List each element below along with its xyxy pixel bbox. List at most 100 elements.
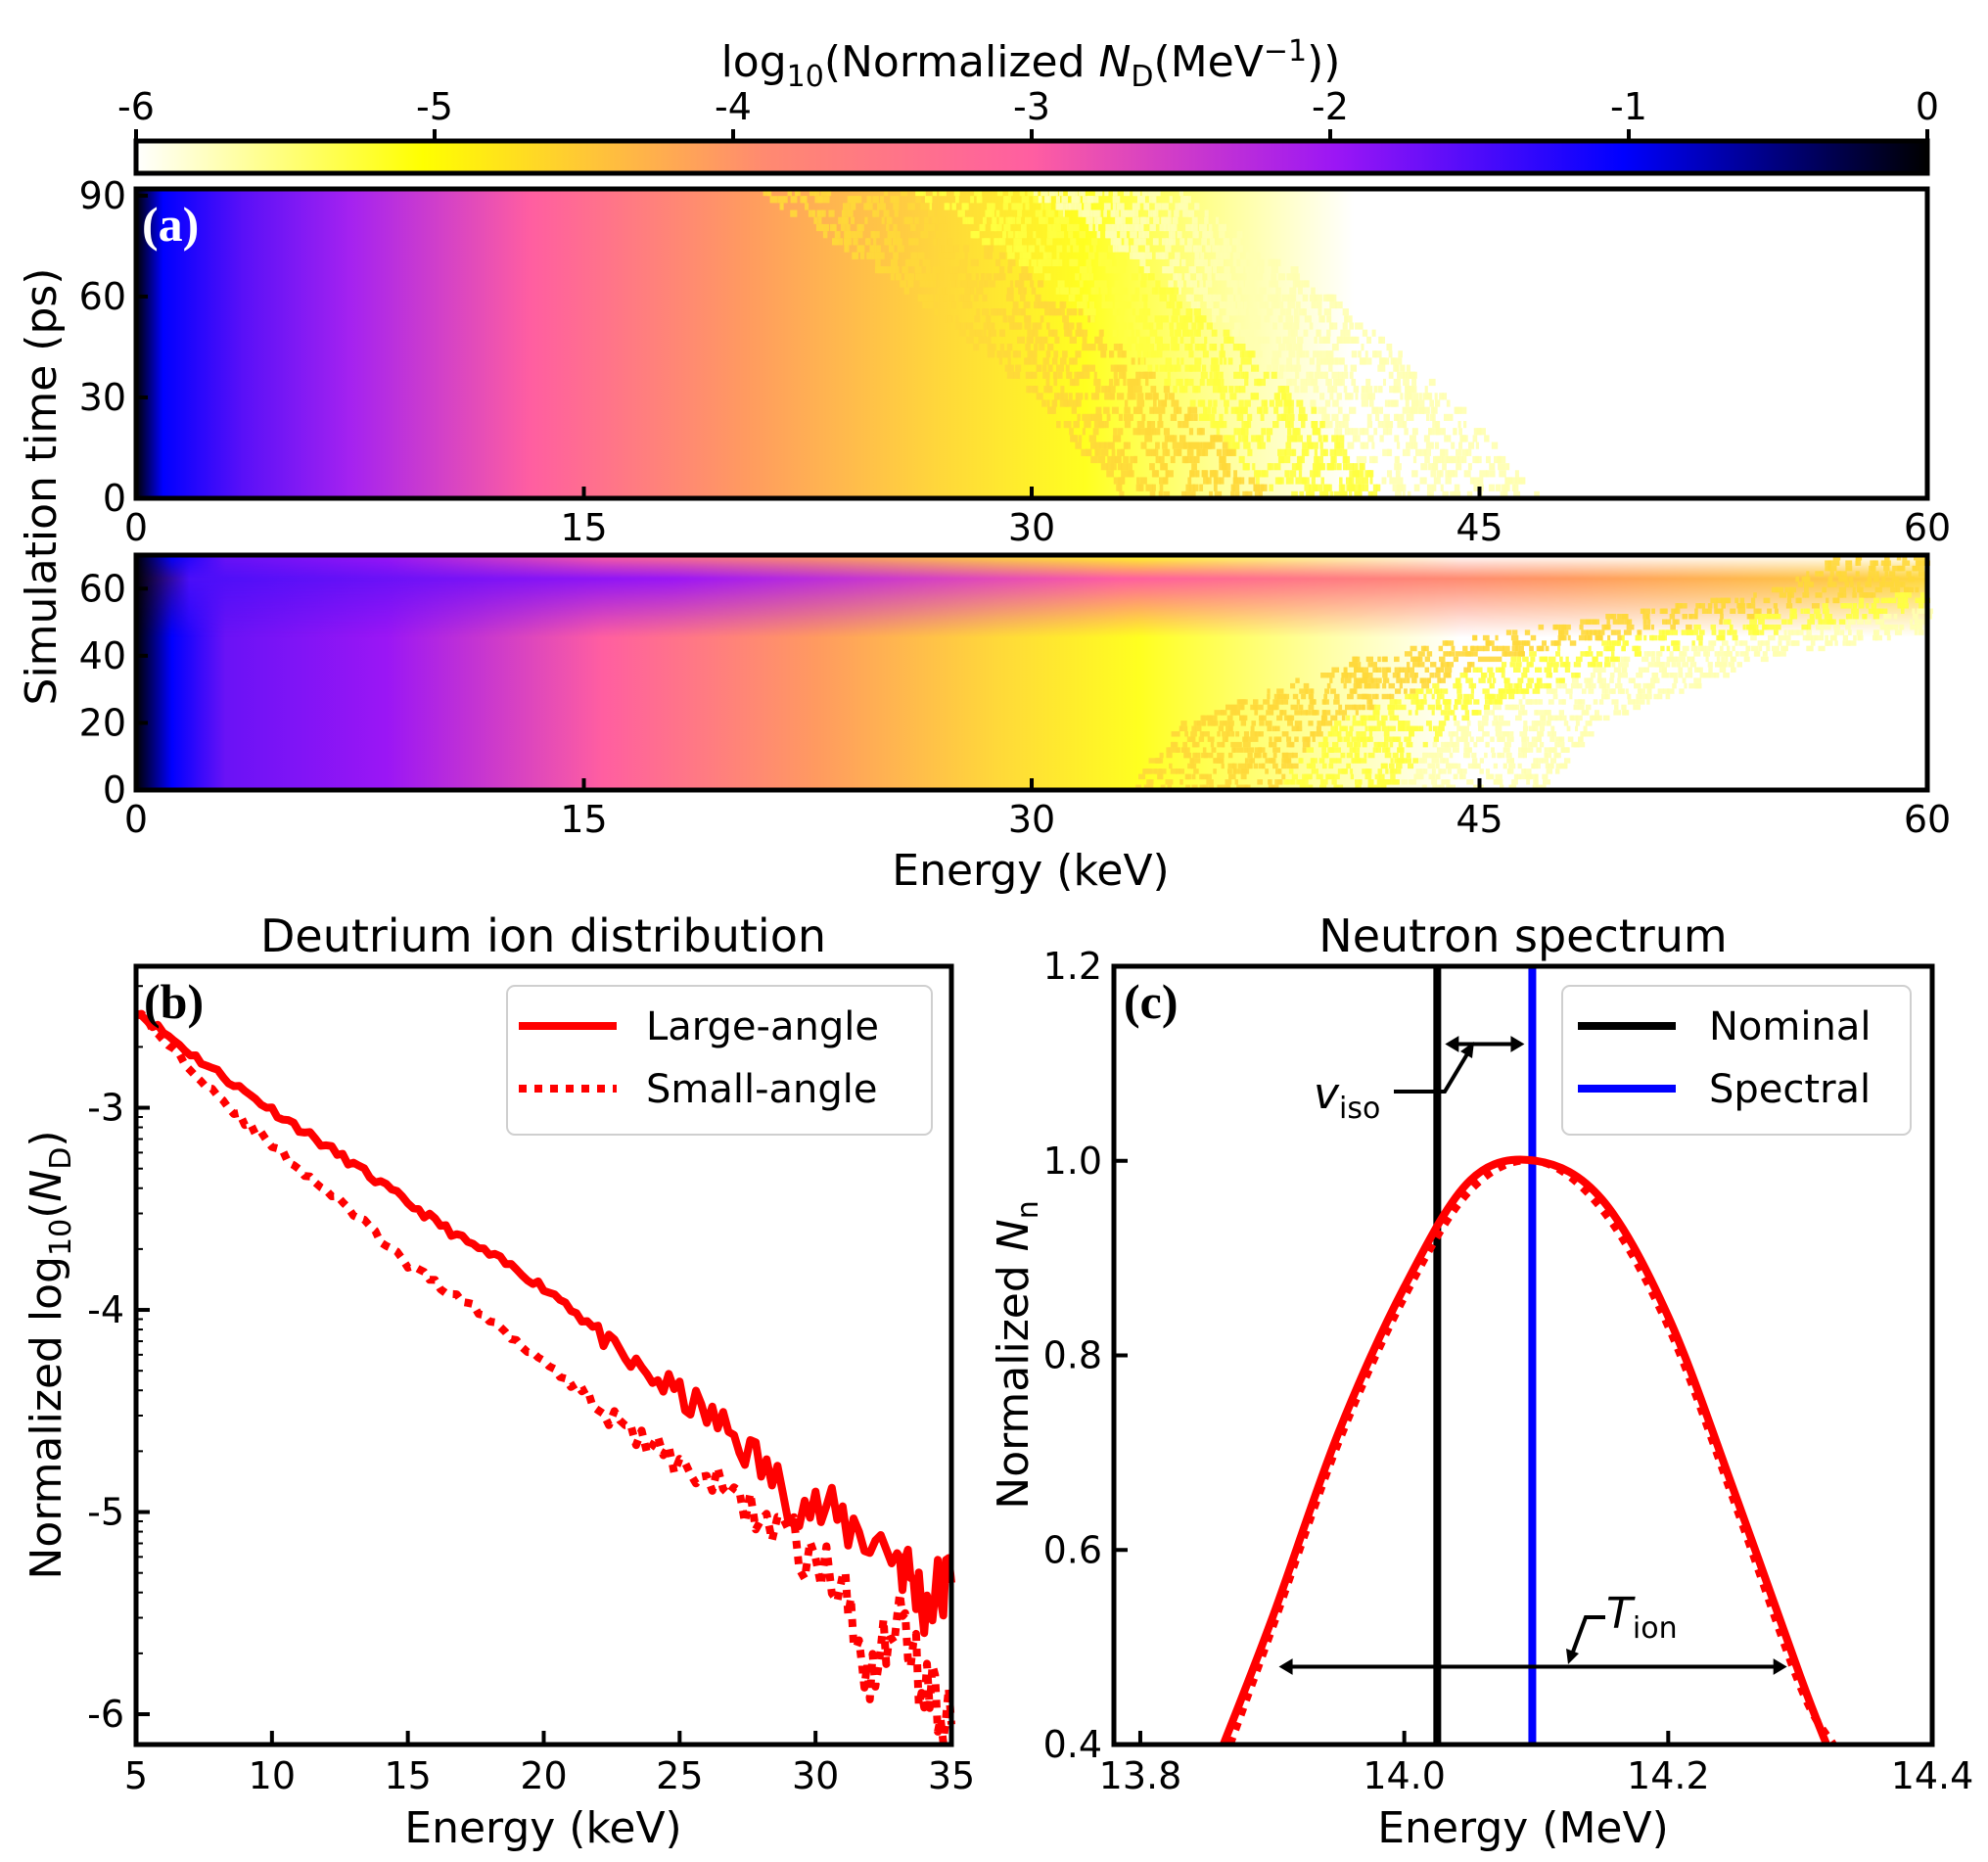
heatmap-speckle-cell: [1138, 238, 1146, 246]
heatmap-speckle-cell: [1546, 673, 1552, 678]
heatmap-speckle-cell: [1035, 336, 1042, 344]
heatmap-speckle-cell: [940, 252, 948, 259]
heatmap-speckle-cell: [1828, 582, 1837, 587]
heatmap-speckle-cell: [1717, 662, 1723, 668]
heatmap-speckle-cell: [1418, 773, 1424, 780]
heatmap-speckle-cell: [1872, 614, 1880, 620]
heatmap-speckle-cell: [1445, 470, 1450, 478]
heatmap-speckle-cell: [1441, 662, 1450, 668]
heatmap-speckle-cell: [1194, 231, 1199, 239]
heatmap-speckle-cell: [1002, 203, 1008, 210]
heatmap-speckle-cell: [1243, 747, 1248, 753]
heatmap-speckle-cell: [1292, 280, 1301, 288]
heatmap-speckle-cell: [1216, 448, 1222, 456]
heatmap-speckle-cell: [1463, 741, 1470, 748]
heatmap-speckle-cell: [1434, 682, 1440, 689]
heatmap-speckle-cell: [1365, 378, 1371, 387]
heatmap-speckle-cell: [1547, 662, 1552, 668]
heatmap-speckle-cell: [1094, 189, 1103, 197]
heatmap-speckle-cell: [1791, 640, 1799, 646]
heatmap-speckle-cell: [1346, 752, 1353, 759]
heatmap-speckle-cell: [821, 223, 830, 232]
heatmap-speckle-cell: [1367, 725, 1374, 731]
heatmap-speckle-cell: [1171, 731, 1179, 737]
heatmap-speckle-cell: [1118, 344, 1125, 351]
heatmap-speckle-cell: [1331, 667, 1340, 673]
heatmap-speckle-cell: [1142, 371, 1148, 379]
panel-c-x-tick-label: 14.0: [1363, 1754, 1446, 1797]
heatmap-speckle-cell: [1687, 667, 1692, 673]
panel-a-top-y-tick-label: 90: [79, 174, 126, 217]
heatmap-speckle-cell: [1879, 624, 1887, 630]
heatmap-speckle-cell: [1814, 634, 1818, 641]
heatmap-speckle-cell: [1499, 470, 1506, 478]
heatmap-speckle-cell: [1852, 592, 1857, 598]
heatmap-speckle-cell: [1243, 301, 1248, 309]
heatmap-speckle-cell: [1431, 463, 1438, 471]
heatmap-speckle-cell: [1678, 667, 1684, 673]
heatmap-speckle-cell: [1322, 736, 1327, 742]
heatmap-speckle-cell: [1403, 371, 1408, 379]
heatmap-speckle-cell: [1389, 477, 1397, 485]
heatmap-speckle-cell: [1287, 329, 1294, 337]
heatmap-speckle-cell: [1324, 413, 1330, 421]
heatmap-speckle-cell: [1372, 747, 1378, 753]
heatmap-speckle-cell: [893, 203, 900, 210]
heatmap-speckle-cell: [1353, 704, 1361, 711]
heatmap-speckle-cell: [1185, 223, 1193, 232]
heatmap-speckle-cell: [1403, 421, 1408, 429]
heatmap-speckle-cell: [1040, 216, 1046, 224]
heatmap-speckle-cell: [1530, 656, 1536, 663]
heatmap-speckle-cell: [1047, 329, 1054, 337]
heatmap-speckle-cell: [1478, 677, 1486, 683]
heatmap-speckle-cell: [1319, 442, 1323, 449]
heatmap-speckle-cell: [1919, 603, 1924, 609]
heatmap-speckle-cell: [1408, 741, 1413, 748]
heatmap-speckle-cell: [1515, 477, 1520, 485]
heatmap-speckle-cell: [1427, 677, 1431, 683]
heatmap-speckle-cell: [817, 216, 822, 224]
heatmap-speckle-cell: [1149, 371, 1156, 379]
heatmap-speckle-cell: [1124, 399, 1129, 407]
heatmap-speckle-cell: [1430, 470, 1437, 478]
heatmap-speckle-cell: [958, 266, 966, 274]
heatmap-speckle-cell: [984, 280, 989, 288]
heatmap-speckle-cell: [1071, 406, 1077, 414]
heatmap-speckle-cell: [1468, 682, 1477, 689]
heatmap-speckle-cell: [1082, 294, 1086, 302]
heatmap-speckle-cell: [1138, 773, 1146, 780]
heatmap-speckle-cell: [1307, 773, 1312, 780]
heatmap-speckle-cell: [795, 189, 801, 197]
heatmap-speckle-cell: [1106, 470, 1114, 478]
heatmap-speckle-cell: [1371, 677, 1378, 683]
heatmap-speckle-cell: [1385, 677, 1390, 683]
heatmap-speckle-cell: [963, 294, 971, 302]
heatmap-speckle-cell: [1827, 576, 1833, 582]
heatmap-speckle-cell: [1271, 266, 1278, 274]
heatmap-speckle-cell: [1053, 350, 1059, 358]
heatmap-speckle-cell: [1779, 592, 1786, 598]
heatmap-speckle-cell: [1916, 624, 1923, 630]
heatmap-speckle-cell: [1153, 406, 1159, 414]
heatmap-speckle-cell: [1025, 344, 1031, 351]
heatmap-speckle-cell: [1324, 484, 1332, 491]
heatmap-speckle-cell: [1176, 301, 1181, 309]
heatmap-speckle-cell: [1386, 344, 1393, 351]
heatmap-speckle-cell: [1402, 721, 1410, 726]
heatmap-speckle-cell: [1286, 736, 1292, 742]
heatmap-speckle-cell: [1623, 629, 1632, 635]
heatmap-speckle-cell: [1555, 682, 1561, 689]
heatmap-speckle-cell: [1343, 463, 1348, 471]
heatmap-speckle-cell: [1754, 614, 1760, 620]
heatmap-speckle-cell: [1079, 280, 1084, 288]
heatmap-speckle-cell: [1320, 357, 1327, 365]
heatmap-speckle-cell: [1294, 435, 1303, 442]
heatmap-speckle-cell: [1006, 344, 1013, 351]
heatmap-speckle-cell: [1442, 393, 1448, 400]
heatmap-speckle-cell: [1314, 336, 1318, 344]
heatmap-speckle-cell: [881, 216, 885, 224]
heatmap-speckle-cell: [1345, 731, 1351, 737]
heatmap-speckle-cell: [1346, 463, 1354, 471]
heatmap-speckle-cell: [1213, 294, 1222, 302]
heatmap-speckle-cell: [1246, 287, 1253, 295]
